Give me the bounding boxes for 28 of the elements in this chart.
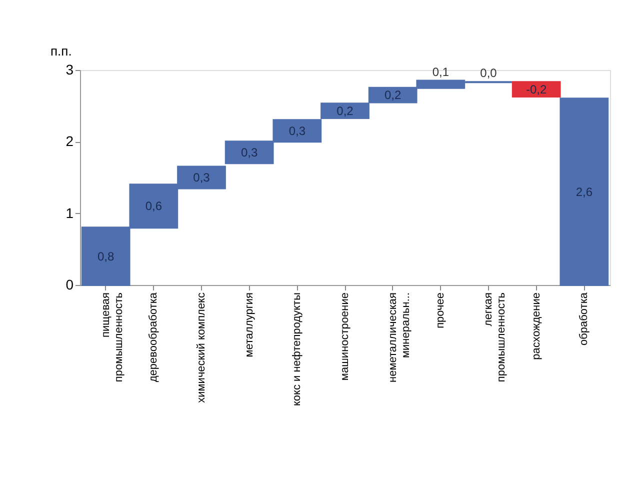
data-label: 0,3 xyxy=(288,124,306,138)
x-tick-label: расхождение xyxy=(530,292,542,360)
x-tick-label: пищевая промышленность xyxy=(100,292,125,382)
y-tick-label: 2 xyxy=(66,133,74,150)
x-tick-label: металлургия xyxy=(243,292,256,358)
x-tick-label: деревообработка xyxy=(148,292,160,382)
data-label: 0,3 xyxy=(240,145,258,160)
data-label: 0,8 xyxy=(97,249,114,264)
y-tick-label: 1 xyxy=(66,204,74,221)
data-label: 0,1 xyxy=(432,64,450,79)
data-label: -0,2 xyxy=(526,82,547,96)
y-tick-label: 3 xyxy=(66,62,74,78)
bar xyxy=(512,81,561,98)
x-tick-label: неметаллическая минеральн... xyxy=(386,292,412,382)
data-label: 2,6 xyxy=(576,184,593,199)
x-tick-label: обработка xyxy=(578,292,590,346)
x-tick-label: машиностроение xyxy=(339,292,351,381)
y-axis-title: п.п. xyxy=(50,44,72,58)
data-label: 0,2 xyxy=(384,88,402,102)
bar xyxy=(560,98,609,286)
x-tick-label: кокс и нефтепродукты xyxy=(291,292,304,406)
y-tick-label: 0 xyxy=(66,276,74,292)
data-label: 0,0 xyxy=(480,66,498,80)
x-tick-label: прочее xyxy=(434,292,447,328)
x-tick-label: химический комплекс xyxy=(196,292,208,403)
data-label: 0,2 xyxy=(336,104,354,118)
data-label: 0,6 xyxy=(145,199,162,214)
data-label: 0,3 xyxy=(193,170,210,184)
